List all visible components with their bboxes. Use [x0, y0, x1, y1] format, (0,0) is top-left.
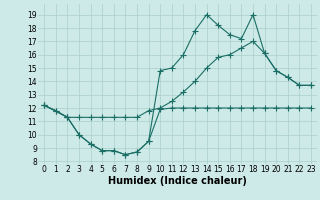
X-axis label: Humidex (Indice chaleur): Humidex (Indice chaleur) — [108, 176, 247, 186]
